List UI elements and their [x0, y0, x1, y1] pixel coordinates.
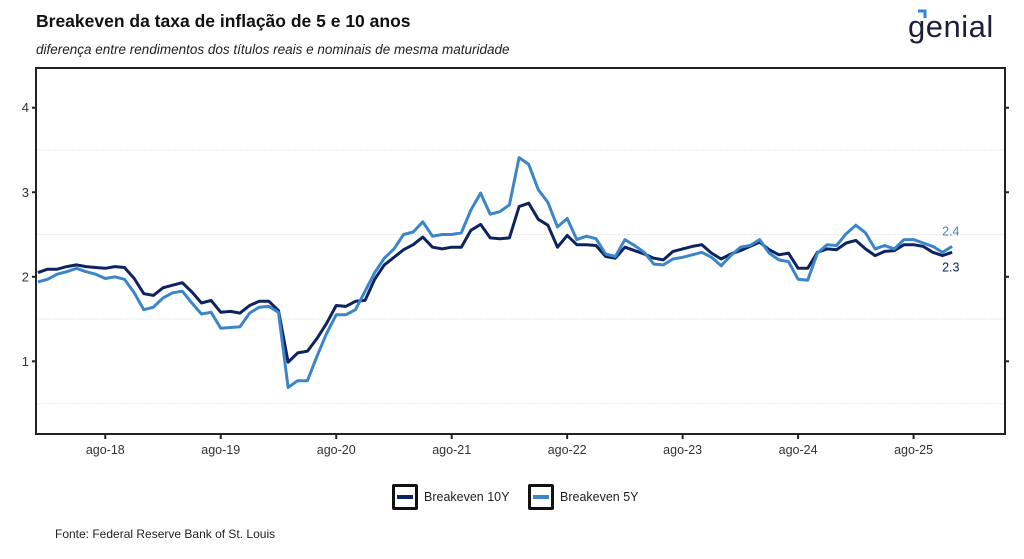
genial-logo: genial: [908, 9, 994, 44]
y-tick-label: 3: [22, 185, 29, 200]
y-tick-label: 2: [22, 269, 29, 284]
source-note: Fonte: Federal Reserve Bank of St. Louis: [55, 527, 276, 541]
end-labels: 2.3 2.4: [942, 224, 959, 274]
legend-swatch-5y: [533, 495, 549, 499]
legend-item-5y[interactable]: Breakeven 5Y: [528, 484, 639, 510]
grid-lines: [36, 149, 1005, 405]
x-tick-label: ago-21: [432, 443, 471, 457]
legend-key-10y: [392, 484, 418, 510]
x-tick-label: ago-20: [317, 443, 356, 457]
legend: Breakeven 10Y Breakeven 5Y: [0, 484, 1024, 512]
legend-item-10y[interactable]: Breakeven 10Y: [392, 484, 509, 510]
x-tick-label: ago-22: [548, 443, 587, 457]
series-layer: [37, 156, 953, 389]
x-tick-label: ago-23: [663, 443, 702, 457]
legend-label-10y: Breakeven 10Y: [424, 490, 510, 504]
y-tick-label: 4: [22, 100, 29, 115]
x-tick-label: ago-25: [894, 443, 933, 457]
end-label-breakeven-5y: 2.4: [942, 224, 959, 238]
x-tick-label: ago-19: [201, 443, 240, 457]
chart-title: Breakeven da taxa de inflação de 5 e 10 …: [36, 11, 411, 31]
chart-subtitle: diferença entre rendimentos dos títulos …: [36, 42, 510, 57]
series-line-breakeven-10y: [37, 201, 953, 364]
x-tick-label: ago-24: [779, 443, 818, 457]
line-chart: 1 2 3 4 ago-18 ago-19 ago-20 ago-21 ago-22 ago-2…: [22, 67, 1009, 457]
plot-frame: [35, 67, 1006, 435]
legend-swatch-10y: [397, 495, 413, 499]
series-line-breakeven-5y: [37, 156, 953, 389]
legend-key-5y: [528, 484, 554, 510]
logo-text: genial: [908, 9, 994, 44]
x-tick-label: ago-18: [86, 443, 125, 457]
y-tick-label: 1: [22, 354, 29, 369]
end-label-breakeven-10y: 2.3: [942, 260, 959, 274]
y-axis: 1 2 3 4: [22, 100, 1009, 369]
legend-label-5y: Breakeven 5Y: [560, 490, 639, 504]
x-axis: ago-18 ago-19 ago-20 ago-21 ago-22 ago-23 ago-…: [86, 434, 933, 457]
logo-accent-icon: [918, 9, 927, 18]
